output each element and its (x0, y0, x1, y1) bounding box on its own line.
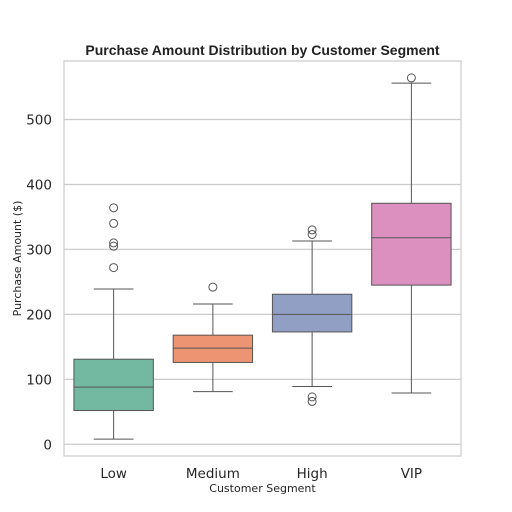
outlier-point (109, 203, 119, 213)
outlier-point (208, 282, 218, 292)
outlier-point (109, 238, 119, 248)
outlier-point (307, 229, 317, 239)
box-iqr (172, 334, 254, 363)
outlier-point (307, 392, 317, 402)
box-iqr (371, 202, 452, 286)
outlier-point (109, 241, 119, 251)
plot-frame (63, 60, 462, 457)
x-tick-label: High (297, 466, 328, 482)
y-tick-label: 100 (26, 372, 52, 388)
box-group (73, 203, 154, 440)
y-tick-label: 300 (26, 242, 52, 258)
box-iqr (271, 293, 353, 333)
y-tick-label: 400 (26, 177, 52, 193)
y-tick-label: 0 (43, 437, 52, 453)
box-iqr (73, 358, 154, 412)
box-group (271, 225, 353, 406)
outlier-point (307, 225, 317, 235)
x-tick-label: Low (100, 466, 127, 482)
chart-title: Purchase Amount Distribution by Customer… (85, 42, 440, 58)
outlier-point (406, 73, 416, 83)
box-group (371, 73, 452, 394)
outlier-point (307, 396, 317, 406)
x-axis-label: Customer Segment (209, 482, 316, 495)
outlier-point (109, 263, 119, 273)
y-tick-label: 500 (26, 112, 52, 128)
x-tick-label: VIP (401, 466, 422, 482)
y-axis-label: Purchase Amount ($) (11, 201, 24, 317)
box-group (172, 282, 254, 393)
y-tick-label: 200 (26, 307, 52, 323)
x-tick-label: Medium (186, 466, 240, 482)
outlier-point (109, 218, 119, 228)
